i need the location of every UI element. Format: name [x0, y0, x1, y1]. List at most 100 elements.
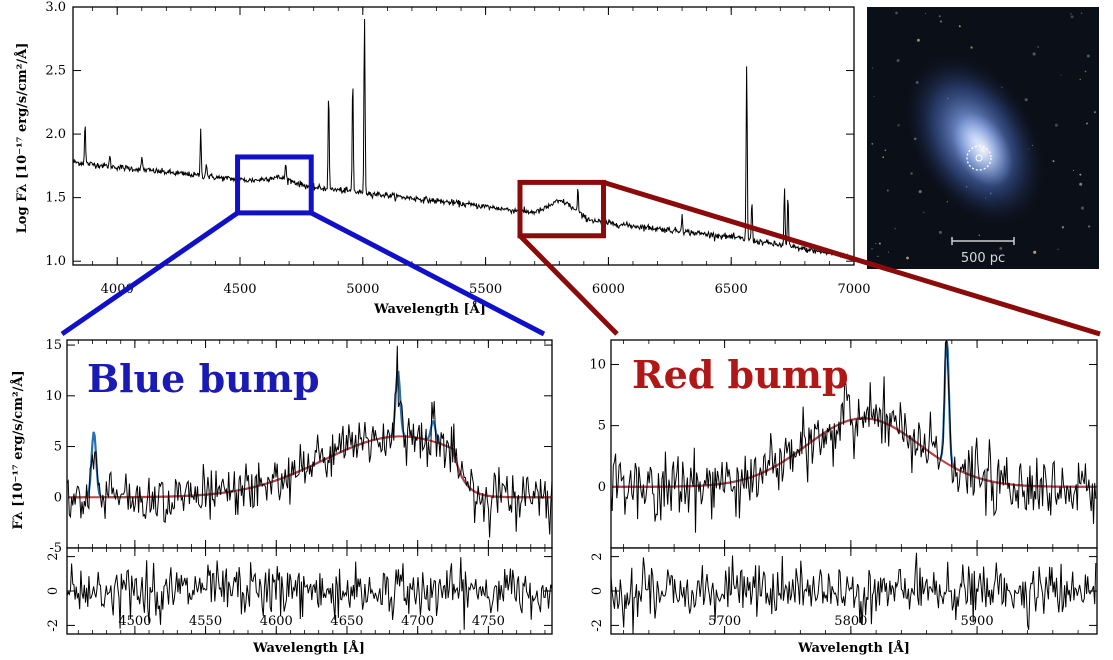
star-dot: [1052, 160, 1055, 163]
full-spectrum-xtick-label-2: 5000: [346, 282, 379, 297]
blue-bump-main-ytick-label-3: 10: [45, 389, 62, 404]
blue-bump-main-ytick-label-4: 15: [45, 338, 62, 353]
star-dot: [1080, 12, 1083, 14]
star-dot: [1073, 169, 1075, 172]
blue-bump-main-frame: [66, 339, 553, 549]
blue-bump-resid-ytick-label-0: -2: [46, 619, 61, 632]
full-spectrum-panel: 4000 4500 5000 5500 6000 6500 7000 1.0 1.5 2.0 2.5…: [14, 0, 871, 317]
star-dot: [1070, 13, 1072, 15]
aperture-center-icon: [975, 154, 983, 162]
star-dot: [1024, 98, 1028, 102]
full-spectrum-xtick-label-5: 6500: [715, 282, 748, 297]
blue-connector-left: [60, 210, 239, 337]
full-spectrum-ytick-label-0: 1.0: [45, 254, 66, 269]
blue-bump-resid-ytick-label-2: 2: [46, 552, 61, 560]
star-dot: [916, 38, 920, 42]
full-spectrum-ylabel: Log Fλ [10⁻¹⁷ erg/s/cm²/Å]: [14, 43, 30, 234]
star-dot: [1061, 226, 1065, 229]
star-dot: [871, 67, 874, 69]
star-dot: [887, 251, 889, 253]
zoom-highlights: [60, 154, 1101, 337]
star-dot: [910, 172, 913, 175]
red-bump-resid-ytick-label-2: 2: [590, 552, 605, 560]
full-spectrum-ytick-label-2: 2.0: [45, 127, 66, 142]
blue-bump-main-ytick-label-2: 5: [54, 440, 62, 455]
full-spectrum-ytick-label-3: 2.5: [45, 64, 66, 79]
dashed-circle-aperture-icon: [966, 145, 992, 171]
star-dot: [938, 230, 942, 234]
galaxy-core: [952, 113, 1014, 187]
star-dot: [895, 11, 898, 15]
full-spectrum-xtick-label-6: 7000: [837, 282, 870, 297]
red-connector-right: [602, 179, 1101, 337]
star-dot: [1057, 248, 1059, 251]
star-dot: [1086, 122, 1088, 125]
star-dot: [1093, 111, 1096, 114]
scale-bar-label: 500 pc: [961, 251, 1005, 266]
scale-bar: 500 pc: [951, 237, 1015, 266]
star-dot: [1087, 225, 1091, 228]
red-bump-xlabel: Wavelength [Å]: [797, 640, 910, 656]
red-bump-resid-ytick-label-1: 0: [590, 587, 605, 595]
blue-bump-main-ytick-label-0: -5: [49, 541, 62, 556]
star-dot: [938, 15, 941, 18]
star-dot: [1079, 173, 1082, 176]
star-dot: [1033, 250, 1037, 254]
blue-connector-right: [310, 210, 546, 337]
blue-bump-resid-xtick-label-4: 4700: [401, 614, 434, 629]
full-spectrum-xtick-label-1: 4500: [223, 282, 256, 297]
blue-bump-resid-ytick-label-1: 0: [46, 587, 61, 595]
star-dot: [999, 246, 1003, 250]
star-dot: [1079, 182, 1083, 186]
star-dot: [1070, 15, 1074, 19]
star-dot: [1080, 206, 1085, 210]
star-dot: [877, 255, 879, 258]
red-bump-main-ytick-label-1: 5: [598, 419, 606, 434]
blue-bump-resid-xtick-label-2: 4600: [260, 614, 293, 629]
red-bump-resid-xtick-label-0: 5700: [708, 614, 741, 629]
blue-bump-resid-xtick-label-0: 4500: [118, 614, 151, 629]
star-dot: [897, 124, 900, 127]
star-dot: [918, 190, 922, 194]
blue-bump-resid-xtick-label-5: 4750: [472, 614, 505, 629]
full-spectrum-ytick-label-1: 1.5: [45, 191, 66, 206]
red-bump-resid-ytick-label-0: -2: [590, 619, 605, 632]
star-dot: [925, 12, 927, 15]
star-dot: [923, 211, 925, 214]
full-spectrum-xtick-label-0: 4000: [101, 282, 134, 297]
star-dot: [970, 46, 973, 49]
galaxy-image-panel: 500 pc: [867, 7, 1099, 269]
red-bump-main-ytick-label-0: 0: [598, 480, 606, 495]
star-dot: [1086, 54, 1090, 58]
star-dot: [871, 247, 873, 250]
star-dot: [894, 227, 896, 230]
star-dot: [1037, 46, 1039, 48]
full-spectrum-xtick-label-4: 6000: [592, 282, 625, 297]
blue-bump-main-ytick-label-1: 0: [54, 490, 62, 505]
star-dot: [958, 25, 961, 28]
red-bump-main-frame: [610, 339, 1098, 549]
star-dot: [1060, 74, 1062, 76]
red-highlight-box: [517, 179, 606, 239]
star-dot: [884, 149, 887, 152]
star-dot: [1032, 52, 1036, 56]
star-dot: [1079, 78, 1081, 80]
star-dot: [1084, 70, 1087, 73]
blue-highlight-box: [235, 154, 314, 216]
star-dot: [906, 256, 909, 260]
red-bump-panel: 5700 5800 5900 0 5 10 -2 0 2 Red bump Wavelength…: [589, 339, 1098, 656]
red-bump-resid-xtick-label-2: 5900: [961, 614, 994, 629]
star-dot: [946, 200, 949, 203]
blue-bump-ylabel: Fλ [10⁻¹⁷ erg/s/cm²/Å]: [10, 370, 26, 529]
red-bump-main-ytick-label-2: 10: [589, 357, 606, 372]
blue-bump-data-line: [66, 345, 553, 538]
full-spectrum-line: [72, 18, 855, 262]
star-dot: [940, 20, 942, 23]
red-bump-model-curve: [611, 417, 1096, 488]
red-connector-left: [518, 234, 619, 336]
red-bump-data-line: [610, 339, 1097, 533]
